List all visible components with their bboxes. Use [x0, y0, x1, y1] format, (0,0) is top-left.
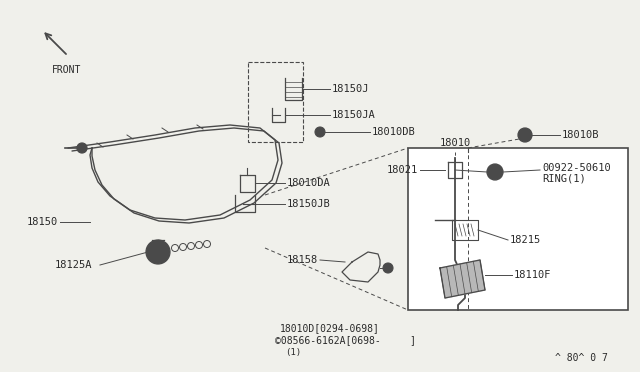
- Text: 18110F: 18110F: [514, 270, 552, 280]
- Text: 18150: 18150: [27, 217, 58, 227]
- Bar: [248, 62, 303, 142]
- Text: RING(1): RING(1): [542, 173, 586, 183]
- Circle shape: [383, 263, 393, 273]
- Text: 18010DB: 18010DB: [372, 127, 416, 137]
- Text: 18150JA: 18150JA: [332, 110, 376, 120]
- Text: 18158: 18158: [287, 255, 318, 265]
- Text: 18010B: 18010B: [562, 130, 600, 140]
- Text: 18150JB: 18150JB: [287, 199, 331, 209]
- Bar: [408, 148, 628, 310]
- Circle shape: [146, 240, 170, 264]
- Text: 18021: 18021: [387, 165, 418, 175]
- Text: 18150J: 18150J: [332, 84, 369, 94]
- Circle shape: [315, 127, 325, 137]
- Text: FRONT: FRONT: [52, 65, 81, 75]
- Circle shape: [77, 143, 87, 153]
- Text: 18125A: 18125A: [55, 260, 93, 270]
- Text: 18215: 18215: [510, 235, 541, 245]
- Text: 00922-50610: 00922-50610: [542, 163, 611, 173]
- Polygon shape: [440, 260, 485, 298]
- Text: (1): (1): [285, 347, 301, 356]
- Circle shape: [487, 164, 503, 180]
- Text: 18010D[0294-0698]: 18010D[0294-0698]: [280, 323, 380, 333]
- Text: 18010: 18010: [440, 138, 471, 148]
- Polygon shape: [342, 252, 380, 282]
- Text: ©08566-6162A[0698-     ]: ©08566-6162A[0698- ]: [275, 335, 416, 345]
- Text: ^ 80^ 0 7: ^ 80^ 0 7: [555, 353, 608, 363]
- Text: 18010DA: 18010DA: [287, 178, 331, 188]
- Circle shape: [518, 128, 532, 142]
